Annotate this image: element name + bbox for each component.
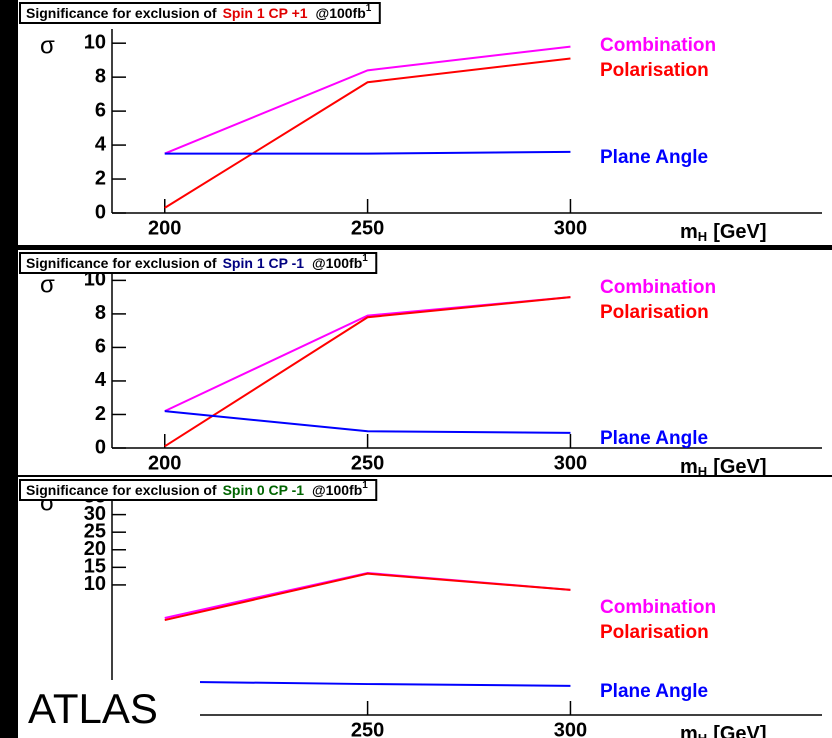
y-tick-label: 2 [95,403,106,425]
title-suffix: @100fb [316,5,366,21]
title-frame [19,2,381,24]
x-tick-label: 200 [148,217,181,239]
x-tick-label: 300 [554,217,587,239]
title-frame [19,479,378,501]
title-highlight: Spin 1 CP +1 [223,5,308,21]
y-tick-label: 0 [95,201,106,223]
chart-panel: 0 2 4 6 8 10 200 250 300 σ mH [GeV] Combination Polar… [18,250,832,479]
title-box: Significance for exclusion of Spin 1 CP -… [19,252,378,274]
legend-label: Polarisation [600,302,709,323]
title-sup: 1 [362,253,368,264]
legend-label: Polarisation [600,622,709,643]
series-line [164,57,571,209]
title-suffix: @100fb [312,482,362,498]
x-label-main: m [680,221,698,243]
legend-label: Polarisation [600,60,709,81]
panel-background [18,0,832,245]
chart-title: Significance for exclusion of Spin 1 CP -… [26,253,368,271]
x-label-unit: [GeV] [713,456,766,478]
legend-label: Combination [600,597,716,618]
y-tick-label: 8 [95,65,106,87]
annotation-background [18,680,200,738]
y-axis-label: σ [40,271,55,298]
x-tick-label: 250 [351,452,384,474]
chart-title: Significance for exclusion of Spin 1 CP +… [26,3,372,21]
annotation: ATLAS [28,685,158,732]
x-tick-label: 300 [554,719,587,738]
y-tick-label: 6 [95,336,106,358]
x-label-sub: H [698,464,707,479]
y-tick-label: 2 [95,167,106,189]
title-sup: 1 [362,480,368,491]
panel-background [18,250,832,475]
series-line [164,296,571,448]
series-line [164,45,571,155]
chart-panel: 101520253035250300σmH[GeV]CombinationPol… [18,477,832,738]
series-line [164,572,571,622]
title-suffix: @100fb [312,255,362,271]
x-axis-label: mH [GeV] [680,456,767,479]
legend-label: Plane Angle [600,428,708,449]
title-box: Significance for exclusion of Spin 0 CP -… [19,479,378,501]
x-label-sub: H [698,229,707,244]
legend-label: Plane Angle [600,681,708,702]
x-label-sub: H [698,731,707,738]
series-line [164,410,571,434]
legend-label: Combination [600,35,716,56]
title-text: Significance for exclusion of [26,5,217,21]
legend-label: Plane Angle [600,147,708,168]
x-label-unit: [GeV] [713,723,766,738]
x-axis-label: mH [GeV] [680,221,767,244]
x-label-main: m [680,456,698,478]
legend-label: Combination [600,277,716,298]
y-axis-label: σ [40,32,55,59]
x-label-main: m [680,723,698,738]
y-tick-label: 15 [84,556,106,578]
y-tick-label: 20 [84,538,106,560]
chart-title: Significance for exclusion of Spin 0 CP -… [26,480,368,498]
y-tick-label: 10 [84,31,106,53]
y-tick-label: 8 [95,302,106,324]
y-tick-label: 10 [84,269,106,291]
title-highlight: Spin 0 CP -1 [223,482,305,498]
title-frame [19,252,378,274]
title-text: Significance for exclusion of [26,255,217,271]
y-tick-label: 4 [95,369,107,391]
y-tick-label: 0 [95,436,106,458]
x-tick-label: 300 [554,452,587,474]
title-text: Significance for exclusion of [26,482,217,498]
x-axis-label: mH [GeV] [680,723,767,738]
y-tick-label: 25 [84,520,106,542]
chart-panel: 0 2 4 6 8 10 200 250 300 σ mH [GeV] Combination Polar… [18,0,832,245]
y-tick-label: 10 [84,573,106,595]
x-tick-label: 200 [148,452,181,474]
y-tick-label: 6 [95,99,106,121]
series-line [164,680,571,687]
x-label-unit: [GeV] [713,221,766,243]
y-tick-label: 30 [84,503,106,525]
x-tick-label: 250 [351,719,384,738]
title-sup: 1 [366,3,372,14]
title-highlight: Spin 1 CP -1 [223,255,305,271]
x-tick-label: 250 [351,217,384,239]
y-tick-label: 4 [95,133,107,155]
title-box: Significance for exclusion of Spin 1 CP +… [19,2,381,24]
series-line [164,150,571,155]
